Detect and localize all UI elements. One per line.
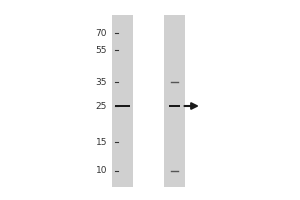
- Text: 35: 35: [95, 78, 107, 87]
- Text: 15: 15: [95, 138, 107, 147]
- FancyBboxPatch shape: [164, 15, 185, 187]
- FancyBboxPatch shape: [112, 15, 133, 187]
- FancyBboxPatch shape: [169, 105, 180, 107]
- Text: 25: 25: [96, 102, 107, 111]
- Text: 70: 70: [95, 29, 107, 38]
- Text: 10: 10: [95, 166, 107, 175]
- Text: 55: 55: [95, 46, 107, 55]
- FancyBboxPatch shape: [116, 105, 130, 107]
